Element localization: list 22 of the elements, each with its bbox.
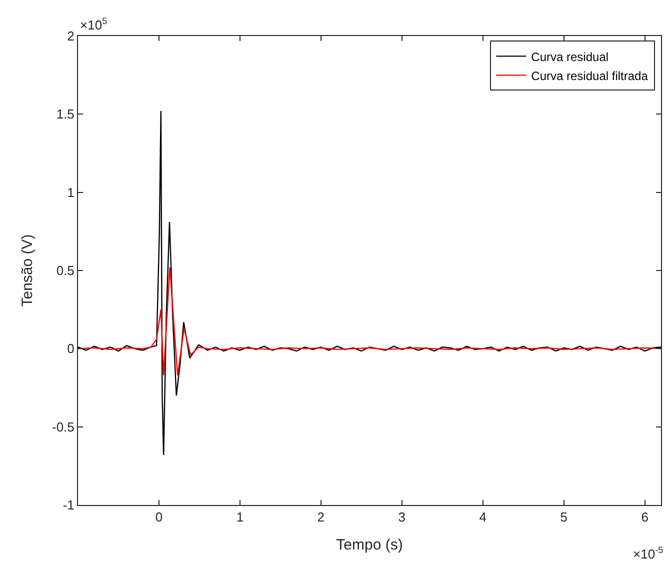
y-tick-label: 1.5 [56,106,74,122]
x-tick-label: 6 [641,510,648,525]
x-tick-label: 4 [479,510,486,525]
y-tick-label: -1 [62,498,74,513]
x-tick-label: 5 [560,510,568,525]
y-tick-label: 0 [67,341,74,356]
line-series [78,266,661,376]
line-series [78,110,661,456]
y-tick-label: -0.5 [52,419,74,434]
y-tick-label: 2 [67,28,74,44]
text: ×10$^{-5}$ [633,545,664,562]
legend-label: Curva residual [531,50,609,64]
x-tick-label: 0 [155,510,163,525]
y-axis-title: Tensão (V) [19,234,36,307]
x-tick-label: 3 [398,510,406,525]
y-tick-label: 1 [67,184,74,200]
y-tick-label: 0.5 [56,263,74,278]
x-axis-title: Tempo (s) [336,536,403,554]
x-tick-label: 2 [317,510,325,525]
text: ×10$^{5}$ [80,16,108,32]
x-tick-label: 1 [236,510,244,525]
legend-label: Curva residual filtrada [531,68,648,83]
